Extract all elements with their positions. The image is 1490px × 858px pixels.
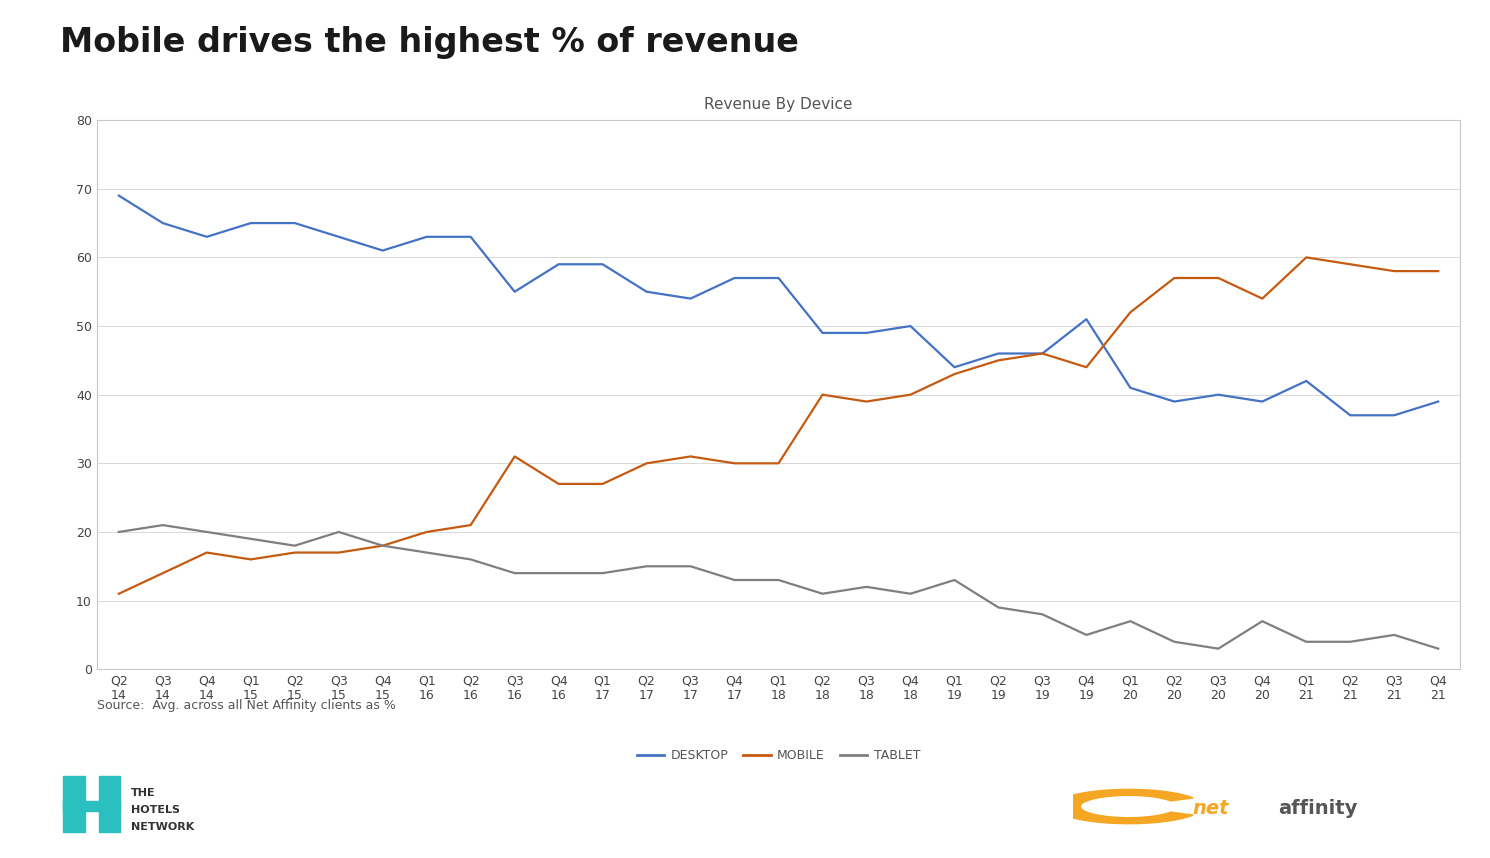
Text: NETWORK: NETWORK <box>131 822 194 832</box>
Wedge shape <box>1053 789 1193 824</box>
Text: net: net <box>1192 799 1228 818</box>
Text: THE: THE <box>131 788 156 798</box>
Legend: DESKTOP, MOBILE, TABLET: DESKTOP, MOBILE, TABLET <box>632 745 925 767</box>
Text: Source:  Avg. across all Net Affinity clients as %: Source: Avg. across all Net Affinity cli… <box>97 699 396 712</box>
Bar <box>98 776 121 832</box>
Bar <box>63 801 121 811</box>
Bar <box>63 776 85 832</box>
Text: Mobile drives the highest % of revenue: Mobile drives the highest % of revenue <box>60 26 799 58</box>
Title: Revenue By Device: Revenue By Device <box>705 97 852 112</box>
Text: affinity: affinity <box>1277 799 1357 818</box>
Text: HOTELS: HOTELS <box>131 805 180 815</box>
